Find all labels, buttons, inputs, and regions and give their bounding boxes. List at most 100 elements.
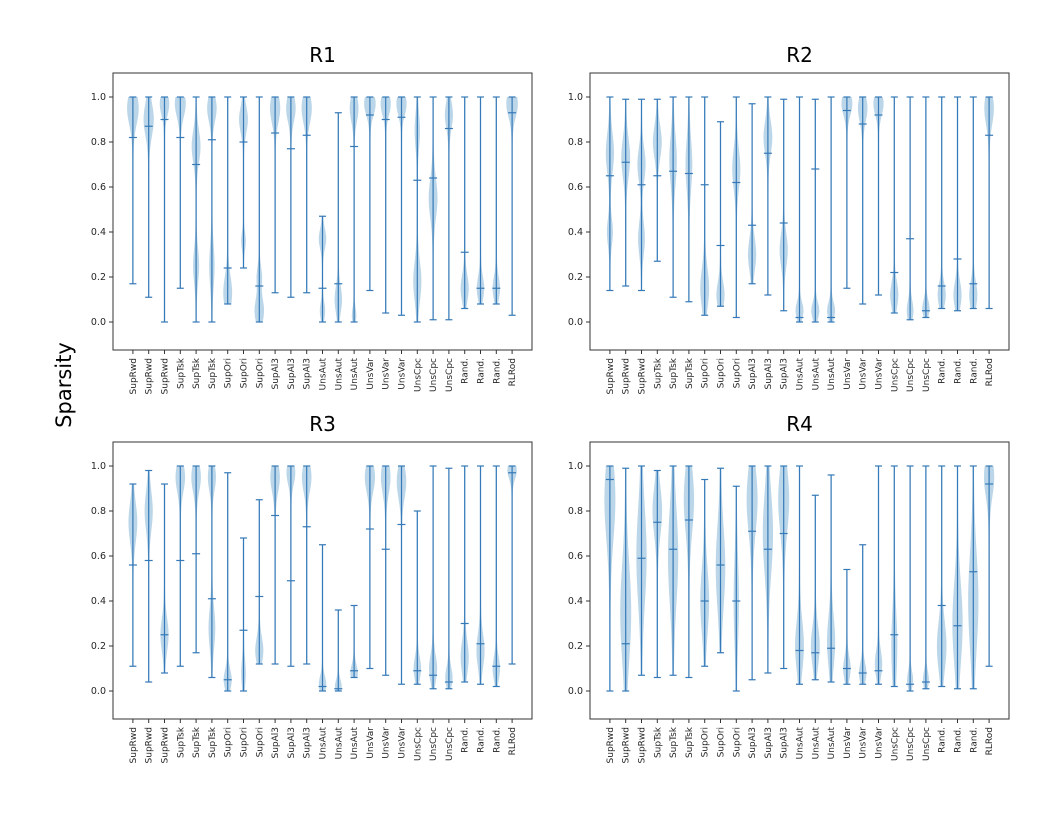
violin-24-rand: [492, 96, 501, 305]
x-tick-supori: SupOri: [701, 350, 711, 388]
x-tick-label: UnsAut: [319, 358, 329, 391]
violin-12-supal3: [301, 465, 312, 665]
x-tick-label: UnsAut: [796, 358, 806, 391]
x-tick-unscpc: UnsCpc: [445, 719, 455, 761]
subplot-title-r4: R4: [786, 412, 813, 436]
violin-25-rlrod: [506, 96, 518, 316]
violin-6-suptsk: [683, 465, 695, 679]
x-tick-supal3: SupAl3: [271, 719, 281, 759]
x-tick-label: SupTsk: [192, 357, 202, 389]
x-tick-suptsk: SupTsk: [669, 719, 679, 758]
x-tick-label: SupOri: [240, 727, 250, 757]
x-tick-label: SupAl3: [271, 727, 281, 759]
x-tick-supori: SupOri: [732, 719, 742, 757]
x-tick-suprwd: SupRwd: [145, 350, 155, 394]
x-tick-label: UnsCpc: [429, 358, 439, 392]
violin-1-suprwd: [127, 96, 139, 285]
violin-18-unsvar: [396, 465, 407, 685]
violin-20-unscpc: [429, 465, 438, 690]
violin-25-rlrod: [983, 465, 995, 667]
x-tick-suprwd: SupRwd: [606, 719, 616, 763]
x-tick-label: UnsCpc: [906, 358, 916, 392]
x-tick-label: UnsVar: [875, 358, 885, 390]
x-tick-label: UnsAut: [350, 727, 360, 760]
x-tick-suptsk: SupTsk: [685, 719, 695, 758]
violin-14-unsaut: [334, 112, 343, 323]
x-tick-label: SupTsk: [685, 357, 695, 389]
x-tick-label: SupRwd: [622, 358, 632, 394]
x-tick-supori: SupOri: [240, 719, 250, 757]
x-tick-suptsk: SupTsk: [192, 350, 202, 389]
x-tick-label: SupAl3: [780, 358, 790, 390]
x-tick-label: UnsVar: [398, 727, 408, 759]
x-tick-label: SupOri: [224, 358, 234, 388]
x-tick-label: UnsCpc: [922, 358, 932, 392]
x-tick-unscpc: UnsCpc: [906, 350, 916, 392]
violin-16-unsvar: [841, 96, 853, 289]
x-tick-label: UnsCpc: [890, 727, 900, 761]
x-tick-label: SupTsk: [685, 726, 695, 758]
x-tick-label: Rand.: [461, 727, 471, 753]
violin-12-supal3: [779, 98, 788, 312]
x-tick-label: UnsAut: [319, 727, 329, 760]
x-tick-rand: Rand.: [461, 719, 471, 753]
x-tick-label: SupAl3: [780, 727, 790, 759]
x-tick-label: SupOri: [717, 358, 727, 388]
x-tick-label: SupTsk: [208, 357, 218, 389]
x-tick-supori: SupOri: [240, 350, 250, 388]
violin-8-supori: [239, 537, 248, 692]
violin-4-suptsk: [652, 98, 662, 262]
x-tick-label: UnsVar: [875, 727, 885, 759]
violin-23-rand: [952, 465, 963, 690]
x-tick-unsaut: UnsAut: [811, 719, 821, 759]
x-tick-label: UnsCpc: [429, 727, 439, 761]
x-tick-unsaut: UnsAut: [827, 350, 837, 390]
violin-11-supal3: [762, 465, 774, 674]
x-tick-label: SupAl3: [271, 358, 281, 390]
violin-5-suptsk: [669, 96, 678, 298]
x-tick-unsaut: UnsAut: [334, 719, 344, 759]
x-tick-supori: SupOri: [255, 719, 265, 757]
x-tick-unscpc: UnsCpc: [922, 350, 932, 392]
violin-20-unscpc: [906, 465, 915, 692]
violin-8-supori: [715, 467, 726, 654]
violin-3-suprwd: [637, 98, 646, 292]
x-tick-supori: SupOri: [732, 350, 742, 388]
x-tick-label: UnsVar: [382, 727, 392, 759]
violin-22-rand: [936, 465, 947, 688]
x-tick-suprwd: SupRwd: [622, 350, 632, 394]
x-tick-suptsk: SupTsk: [176, 719, 186, 758]
violin-9-supori: [254, 96, 265, 323]
violin-10-supal3: [746, 465, 758, 681]
x-tick-suprwd: SupRwd: [638, 719, 648, 763]
violin-11-supal3: [763, 96, 773, 296]
x-tick-label: Rand.: [461, 358, 471, 384]
x-tick-unsvar: UnsVar: [398, 719, 408, 759]
x-tick-suptsk: SupTsk: [192, 719, 202, 758]
violin-plot-r4: 0.0 0.2 0.4 0.6 0.8 1.0 SupRwd SupRwd SupRwd SupT…: [568, 441, 1010, 763]
x-tick-label: UnsAut: [827, 358, 837, 391]
x-tick-label: UnsVar: [366, 727, 376, 759]
x-tick-unsvar: UnsVar: [843, 719, 853, 759]
x-tick-label: SupAl3: [748, 358, 758, 390]
violin-2-suprwd: [621, 98, 631, 287]
violin-4-suptsk: [175, 465, 186, 667]
x-tick-unsaut: UnsAut: [350, 350, 360, 390]
x-tick-rlrod: RLRod: [508, 719, 518, 755]
y-tick-label: 0.8: [91, 506, 106, 517]
x-tick-rand: Rand.: [969, 719, 979, 753]
violin-plot-r1: 0.0 0.2 0.4 0.6 0.8 1.0 SupRwd SupRwd SupRwd SupT…: [91, 72, 533, 394]
x-tick-label: UnsCpc: [413, 358, 423, 392]
x-tick-unsvar: UnsVar: [859, 719, 869, 759]
x-tick-supori: SupOri: [255, 350, 265, 388]
y-tick-label: 0.8: [568, 506, 583, 517]
x-tick-rlrod: RLRod: [508, 350, 518, 386]
violin-7-supori: [700, 96, 710, 316]
x-tick-supori: SupOri: [701, 719, 711, 757]
x-tick-suprwd: SupRwd: [638, 350, 648, 394]
x-tick-label: Rand.: [938, 358, 948, 384]
y-tick-label: 1.0: [568, 461, 583, 472]
x-tick-label: UnsAut: [350, 358, 360, 391]
subplot-title-r2: R2: [786, 43, 813, 67]
x-tick-supal3: SupAl3: [303, 719, 313, 759]
